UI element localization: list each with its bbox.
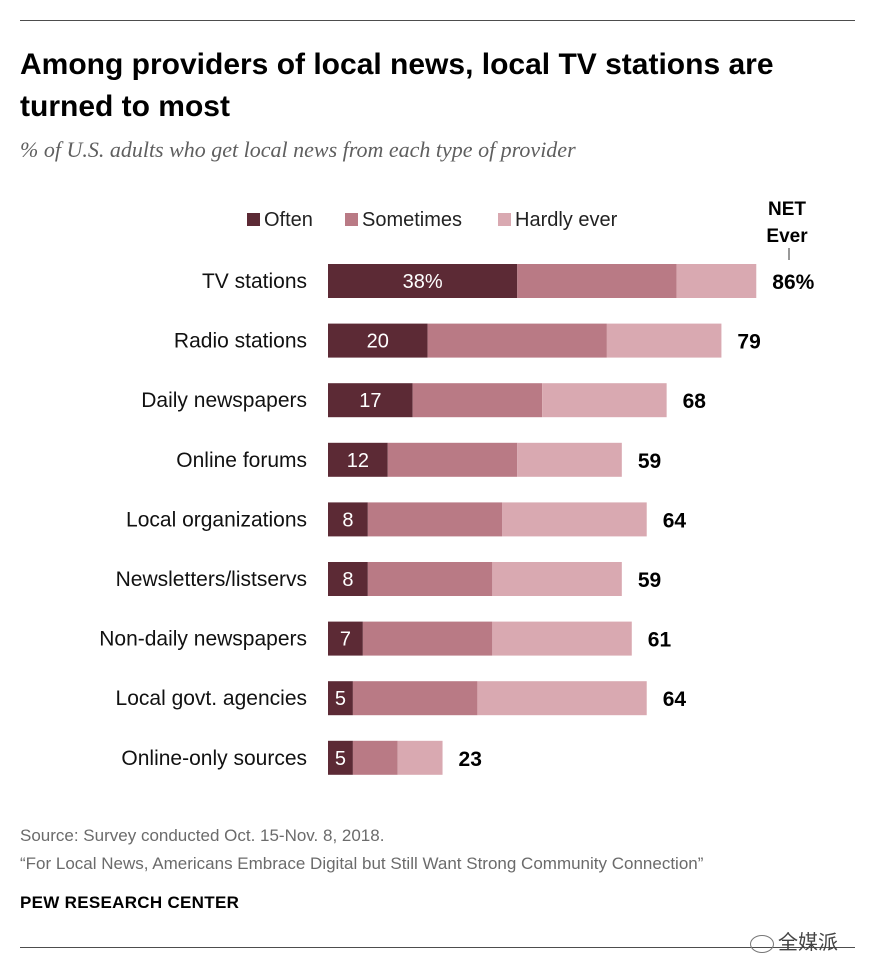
bar-segment-sometimes: [367, 562, 493, 596]
bar-segment-hardly-ever: [676, 264, 757, 298]
legend-label-3: Hardly ever: [515, 209, 618, 231]
bar-segment-hardly-ever: [492, 562, 622, 596]
net-value-label: 79: [737, 331, 760, 354]
bar-segment-often: [328, 442, 388, 477]
bar-segment-hardly-ever: [477, 681, 647, 716]
bar-segment-sometimes: [352, 681, 478, 716]
net-value-label: 59: [638, 569, 661, 592]
net-value-label: 61: [648, 629, 672, 652]
bar-segment-often: [328, 264, 518, 298]
net-value-label: 68: [683, 390, 707, 413]
chat-bubble-icon: [750, 934, 774, 953]
watermark-text: 全媒派: [778, 932, 838, 954]
legend-swatch-2: [345, 213, 358, 226]
net-value-label: 23: [459, 748, 482, 771]
bar-segment-often: [328, 383, 413, 418]
chart-title: Among providers of local news, local TV …: [20, 48, 774, 123]
bar-segment-often: [328, 621, 363, 656]
bar-segment-often: [328, 681, 353, 716]
often-value-label: 20: [367, 331, 389, 353]
bar-segment-sometimes: [367, 502, 503, 537]
often-value-label: 7: [340, 629, 351, 651]
bar-segment-hardly-ever: [492, 621, 632, 656]
organization-name: PEW RESEARCH CENTER: [20, 893, 240, 912]
bar-segment-sometimes: [387, 442, 518, 477]
report-title-note: “For Local News, Americans Embrace Digit…: [20, 854, 704, 873]
bar-segment-sometimes: [352, 740, 398, 775]
bar-segment-hardly-ever: [502, 502, 647, 537]
watermark: 全媒派: [750, 926, 838, 955]
bar-segment-hardly-ever: [397, 740, 443, 775]
category-label: Radio stations: [174, 330, 307, 353]
bar-segment-often: [328, 740, 353, 775]
net-value-label: 86%: [772, 271, 814, 294]
often-value-label: 8: [342, 569, 353, 591]
category-label: Online forums: [176, 449, 307, 472]
bar-segment-sometimes: [517, 264, 677, 298]
bar-segment-often: [328, 323, 428, 358]
category-label: Local govt. agencies: [116, 687, 307, 710]
category-label: TV stations: [202, 270, 307, 293]
category-label: Non-daily newspapers: [99, 628, 307, 651]
net-value-label: 64: [663, 688, 687, 711]
net-value-label: 59: [638, 450, 661, 473]
often-value-label: 17: [359, 390, 381, 412]
bar-segment-sometimes: [362, 621, 493, 656]
net-header-line2: Ever: [766, 226, 808, 247]
category-label: Daily newspapers: [141, 389, 307, 412]
net-value-label: 64: [663, 509, 687, 532]
bar-segment-sometimes: [412, 383, 543, 418]
legend-swatch-3: [498, 213, 511, 226]
chart-subtitle: % of U.S. adults who get local news from…: [20, 137, 576, 162]
bar-segment-often: [328, 502, 368, 537]
top-rule: [20, 20, 855, 21]
legend-swatch-1: [247, 213, 260, 226]
category-label: Online-only sources: [121, 747, 307, 770]
bar-segment-sometimes: [427, 323, 607, 358]
often-value-label: 12: [347, 450, 369, 472]
bar-segment-hardly-ever: [542, 383, 667, 418]
often-value-label: 5: [335, 748, 346, 770]
bar-segment-hardly-ever: [606, 323, 722, 358]
legend-label-1: Often: [264, 209, 313, 231]
category-label: Newsletters/listservs: [116, 568, 307, 591]
bottom-rule: [20, 947, 855, 948]
legend-label-2: Sometimes: [362, 209, 462, 231]
category-label: Local organizations: [126, 508, 307, 531]
source-note: Source: Survey conducted Oct. 15-Nov. 8,…: [20, 826, 385, 845]
often-value-label: 8: [342, 509, 353, 531]
bar-segment-hardly-ever: [517, 442, 622, 477]
net-header-line1: NET: [768, 199, 806, 220]
often-value-label: 38%: [403, 271, 443, 293]
often-value-label: 5: [335, 688, 346, 710]
bar-segment-often: [328, 562, 368, 596]
stacked-bar-chart: Often Sometimes Hardly ever NET Ever TV stati…: [99, 199, 815, 775]
